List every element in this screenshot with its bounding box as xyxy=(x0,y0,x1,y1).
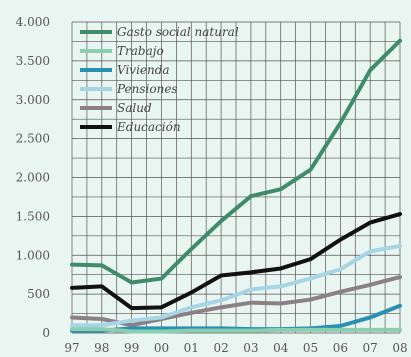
x-tick-label: 02 xyxy=(213,341,228,355)
x-tick-label: 01 xyxy=(184,341,199,355)
grid xyxy=(71,21,401,334)
x-tick-label: 98 xyxy=(94,341,109,355)
y-tick-label: 1.000 xyxy=(16,248,50,262)
legend-label-pensiones: Pensiones xyxy=(116,82,178,96)
series-line-salud xyxy=(70,275,402,328)
x-tick-label: 03 xyxy=(243,341,258,355)
y-tick-label: 2.000 xyxy=(16,171,50,185)
legend-label-educaci-n: Educación xyxy=(116,120,181,134)
series-line-trabajo xyxy=(70,327,402,334)
series-line-pensiones xyxy=(70,243,402,328)
axis-ticks: 05001.0001.5002.0002.5003.0003.5004.0009… xyxy=(16,15,408,355)
y-tick-label: 1.500 xyxy=(16,209,50,223)
y-tick-label: 3.000 xyxy=(16,93,50,107)
legend-label-gasto-social-natural: Gasto social natural xyxy=(117,25,239,39)
x-tick-label: 07 xyxy=(363,341,378,355)
y-tick-label: 2.500 xyxy=(16,132,50,146)
legend: Gasto social natural Trabajo Vivienda Pensi… xyxy=(80,25,239,134)
y-tick-label: 500 xyxy=(27,287,50,301)
x-tick-label: 97 xyxy=(64,341,79,355)
y-tick-label: 0 xyxy=(42,326,50,340)
x-tick-label: 05 xyxy=(303,341,318,355)
series-line-educaci-n xyxy=(70,212,402,311)
x-tick-label: 00 xyxy=(154,341,169,355)
y-tick-label: 3.500 xyxy=(16,54,50,68)
x-tick-label: 08 xyxy=(392,341,407,355)
x-tick-label: 04 xyxy=(273,341,289,355)
legend-label-vivienda: Vivienda xyxy=(117,63,170,77)
legend-label-salud: Salud xyxy=(117,101,152,115)
series-lines xyxy=(70,38,402,334)
x-tick-label: 06 xyxy=(333,341,348,355)
y-tick-label: 4.000 xyxy=(16,15,50,29)
x-tick-label: 99 xyxy=(124,341,139,355)
series-line-gasto-social-natural xyxy=(70,38,402,285)
legend-label-trabajo: Trabajo xyxy=(117,44,164,58)
